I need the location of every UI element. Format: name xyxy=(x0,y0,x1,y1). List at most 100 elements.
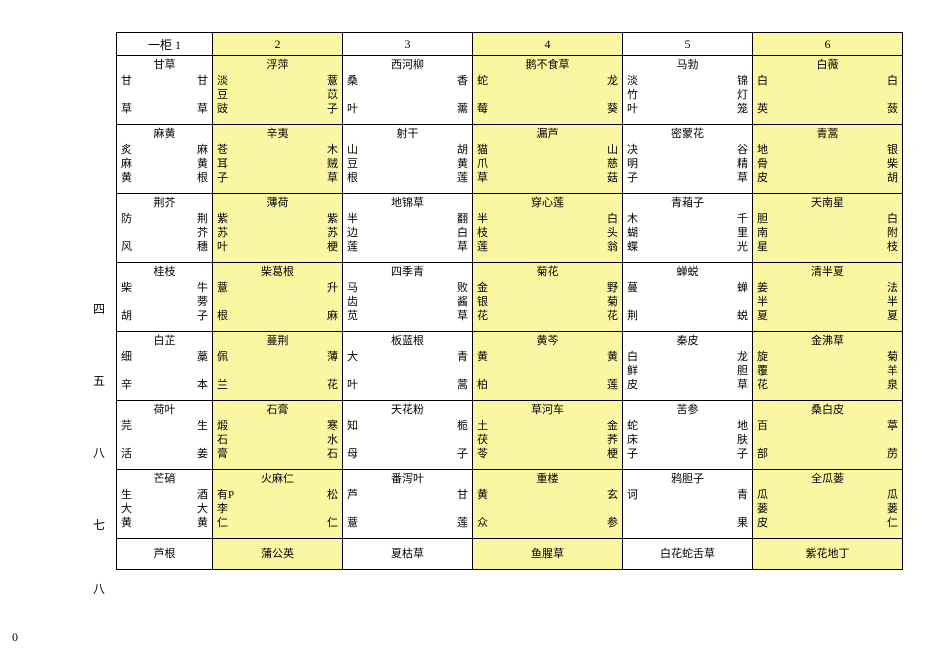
cell-title: 四季青 xyxy=(347,265,468,279)
cell-line-right: 莲 xyxy=(457,516,468,530)
cell-line: 母子 xyxy=(347,447,468,461)
cell-title: 紫花地丁 xyxy=(806,547,850,561)
cell-line-right: 葶 xyxy=(887,419,898,433)
cell-inner: 青葙子木千蝴里蝶光 xyxy=(623,194,752,262)
cell-line: 蔓蝉 xyxy=(627,281,748,295)
cell-line: 叶梗 xyxy=(217,240,338,254)
cell-title: 射干 xyxy=(347,127,468,141)
cell-inner: 蒲公英 xyxy=(213,539,342,569)
cell-line xyxy=(121,433,208,447)
cell-inner: 全瓜蒌瓜瓜蒌蒌皮仁 xyxy=(753,470,902,538)
cell-line-left: 叶 xyxy=(627,102,638,116)
cell-line-left: 茯 xyxy=(477,433,488,447)
cell-line-left: 马 xyxy=(347,281,358,295)
cell-line-left: 莓 xyxy=(477,102,488,116)
cell-line-left xyxy=(121,88,131,102)
cell-line-right: 白 xyxy=(457,226,468,240)
cell-line-right: 蔹 xyxy=(887,102,898,116)
cell-inner: 桂枝柴牛 蒡胡子 xyxy=(117,263,212,331)
cell-line-right: 生 xyxy=(197,419,208,433)
cell-line-left xyxy=(347,502,357,516)
cell-line: 叶薷 xyxy=(347,102,468,116)
cell-line-right: 黄 xyxy=(457,157,468,171)
cell-line-left: 风 xyxy=(121,240,132,254)
cell-line-left: 姜 xyxy=(757,281,768,295)
cell-line-left: 诃 xyxy=(627,488,638,502)
cell-line-left: 子 xyxy=(627,171,638,185)
cell-line: 南附 xyxy=(757,226,898,240)
cell-line-left: 细 xyxy=(121,350,132,364)
cell-line-left: 大 xyxy=(347,350,358,364)
cell-line-right: 草 xyxy=(327,171,338,185)
cell-line-right xyxy=(888,88,898,102)
cell-line-right: 仁 xyxy=(887,516,898,530)
cell-line-left: 兰 xyxy=(217,378,228,392)
cell-line-right: 青 xyxy=(457,350,468,364)
cell-line-left xyxy=(627,295,637,309)
cell-line-left xyxy=(121,295,131,309)
cell-inner: 菊花金野银菊花花 xyxy=(473,263,622,331)
cell-title: 蔓荆 xyxy=(217,334,338,348)
table-cell: 漏芦猫山爪慈草菇 xyxy=(473,125,623,194)
cell-line-left: 草 xyxy=(121,102,132,116)
cell-line-right: 薷 xyxy=(457,102,468,116)
cell-line-left xyxy=(347,88,357,102)
cell-inner: 芒硝生酒大大黄黄 xyxy=(117,470,212,538)
table-cell: 清半夏姜法半半夏夏 xyxy=(753,263,903,332)
cell-line-right: 苡 xyxy=(327,88,338,102)
cell-inner: 漏芦猫山爪慈草菇 xyxy=(473,125,622,193)
cell-title: 西河柳 xyxy=(347,58,468,72)
cell-line-right: 玄 xyxy=(607,488,618,502)
cell-line-left: 山 xyxy=(347,143,358,157)
cell-line-right: 夏 xyxy=(887,309,898,323)
column-header: 一柜 1 xyxy=(117,33,213,56)
cell-line: 紫紫 xyxy=(217,212,338,226)
table-cell: 射干山胡豆黄根莲 xyxy=(343,125,473,194)
cell-line-left: 黄 xyxy=(477,350,488,364)
table-cell: 黄芩黄黄 柏莲 xyxy=(473,332,623,401)
column-header: 6 xyxy=(753,33,903,56)
cell-line-left: 叶 xyxy=(347,102,358,116)
cell-line-left: 有P xyxy=(217,488,234,502)
cell-line: 生酒 xyxy=(121,488,208,502)
table-cell: 青葙子木千蝴里蝶光 xyxy=(623,194,753,263)
cell-line-left: 佩 xyxy=(217,350,228,364)
cell-title: 荷叶 xyxy=(121,403,208,417)
table-cell: 石膏煅寒石水膏石 xyxy=(213,401,343,470)
table-cell: 浮萍淡薏豆苡豉子 xyxy=(213,56,343,125)
cell-line xyxy=(477,88,618,102)
table-cell: 白花蛇舌草 xyxy=(623,539,753,570)
cell-line: 花花 xyxy=(477,309,618,323)
cell-title: 板蓝根 xyxy=(347,334,468,348)
cell-line-left: 母 xyxy=(347,447,358,461)
cell-inner: 辛夷苍木耳贼子草 xyxy=(213,125,342,193)
cell-line-left: 苏 xyxy=(217,226,228,240)
cell-inner: 四季青马败齿酱苋草 xyxy=(343,263,472,331)
cell-line: 皮胡 xyxy=(757,171,898,185)
cell-title: 甘草 xyxy=(121,58,208,72)
cell-line-left: 白 xyxy=(627,350,638,364)
cell-line: 竹灯 xyxy=(627,88,748,102)
cell-line-right: 蜕 xyxy=(737,309,748,323)
cell-title: 白芷 xyxy=(121,334,208,348)
cell-line-right xyxy=(198,433,208,447)
cell-line: 苓梗 xyxy=(477,447,618,461)
cell-line-left: 根 xyxy=(347,171,358,185)
column-header: 2 xyxy=(213,33,343,56)
cell-inner: 柴葛根薏升 根麻 xyxy=(213,263,342,331)
cell-line: 黄黄 xyxy=(477,350,618,364)
cell-line-left xyxy=(477,364,487,378)
cell-line-right: 栀 xyxy=(457,419,468,433)
cell-line-right: 荆 xyxy=(197,212,208,226)
cell-line-right: 酱 xyxy=(457,295,468,309)
cell-line-left: 土 xyxy=(477,419,488,433)
cell-line-left: 荆 xyxy=(627,309,638,323)
cell-line-left: 紫 xyxy=(217,212,228,226)
cell-title: 柴葛根 xyxy=(217,265,338,279)
cell-line-left xyxy=(217,295,227,309)
cell-inner: 白芷细藁 辛本 xyxy=(117,332,212,400)
cell-line xyxy=(757,88,898,102)
cell-line-left: 瓜 xyxy=(757,488,768,502)
cell-line-right: 野 xyxy=(607,281,618,295)
cell-inner: 地锦草半翻边白莲草 xyxy=(343,194,472,262)
